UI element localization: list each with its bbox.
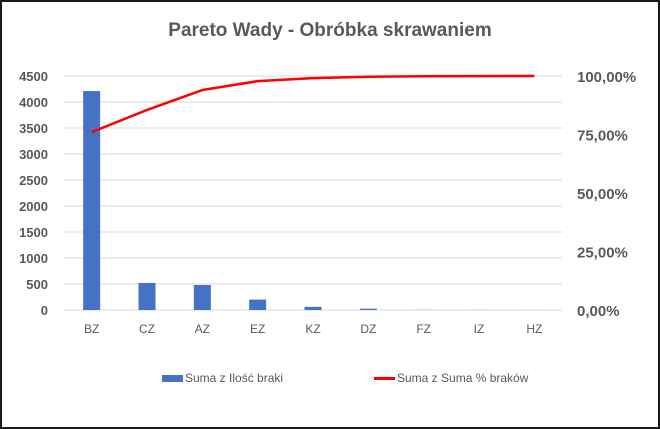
y2-axis-tick-label: 25,00% bbox=[577, 245, 628, 262]
legend-line-label: Suma z Suma % braków bbox=[397, 371, 529, 385]
y-axis-tick-label: 1000 bbox=[19, 251, 48, 266]
x-axis-tick-label: KZ bbox=[305, 322, 320, 336]
x-axis-tick-label: FZ bbox=[416, 322, 431, 336]
y-axis-tick-label: 2500 bbox=[19, 173, 48, 188]
y2-axis-tick-label: 0,00% bbox=[577, 303, 620, 320]
x-axis-tick-label: EZ bbox=[250, 322, 265, 336]
x-axis-tick-label: BZ bbox=[84, 322, 99, 336]
legend-bar-label: Suma z Ilość braki bbox=[185, 371, 284, 385]
bar-EZ bbox=[249, 299, 267, 310]
x-axis-tick-label: IZ bbox=[474, 322, 485, 336]
bar-BZ bbox=[83, 91, 101, 310]
y2-axis-tick-label: 50,00% bbox=[577, 186, 628, 203]
legend-bar-swatch-icon bbox=[162, 374, 183, 382]
y-axis-tick-label: 500 bbox=[26, 277, 48, 292]
legend-line-swatch-icon bbox=[374, 376, 395, 380]
y2-axis-tick-label: 100,00% bbox=[577, 69, 636, 86]
bar-AZ bbox=[193, 285, 211, 310]
y-axis-tick-label: 2000 bbox=[19, 199, 48, 214]
x-axis-tick-label: CZ bbox=[139, 322, 155, 336]
legend-item-line: Suma z Suma % braków bbox=[374, 371, 528, 385]
y-axis-tick-label: 0 bbox=[41, 303, 48, 318]
y-axis-tick-label: 4500 bbox=[19, 69, 48, 84]
legend-item-bars: Suma z Ilość braki bbox=[162, 371, 283, 385]
y-axis-tick-label: 4000 bbox=[19, 95, 48, 110]
x-axis-tick-label: DZ bbox=[360, 322, 376, 336]
y-axis-tick-label: 3000 bbox=[19, 147, 48, 162]
chart-title: Pareto Wady - Obróbka skrawaniem bbox=[168, 20, 492, 41]
x-axis-tick-label: AZ bbox=[195, 322, 210, 336]
cumulative-percent-line bbox=[91, 74, 535, 134]
y-axis-tick-label: 1500 bbox=[19, 225, 48, 240]
bar-DZ bbox=[359, 308, 377, 310]
y2-axis-tick-label: 75,00% bbox=[577, 128, 628, 145]
bar-CZ bbox=[138, 282, 156, 310]
x-axis-tick-label: HZ bbox=[526, 322, 542, 336]
bar-KZ bbox=[304, 306, 322, 310]
y-axis-tick-label: 3500 bbox=[19, 121, 48, 136]
